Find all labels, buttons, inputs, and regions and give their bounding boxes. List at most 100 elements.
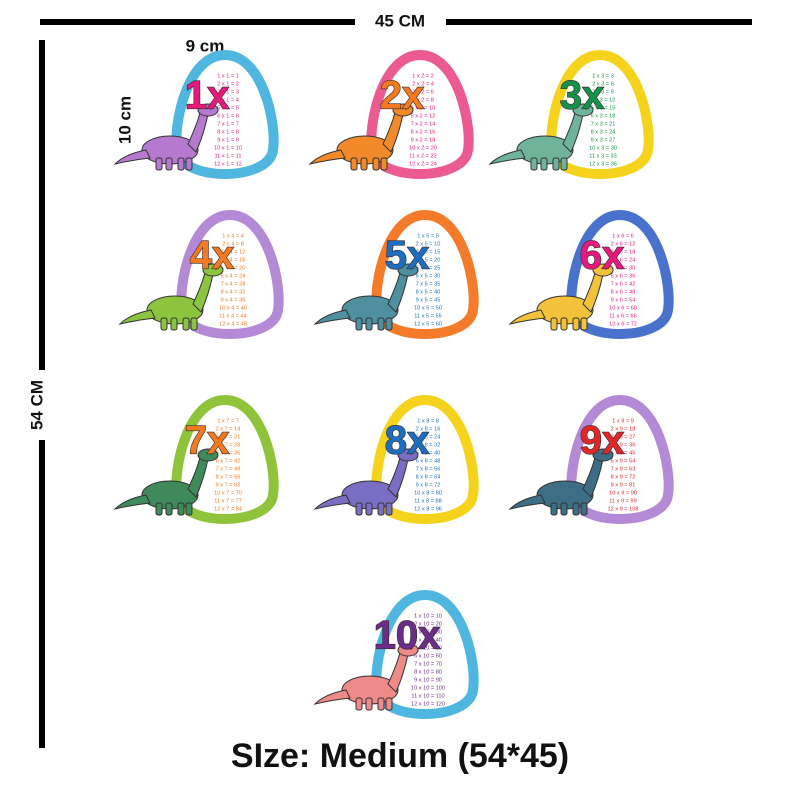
egg-inner: [183, 62, 267, 168]
dino-leg: [572, 317, 580, 331]
dino-tail: [113, 494, 151, 510]
dino-eye: [584, 106, 588, 110]
dino-tail: [118, 309, 156, 325]
egg-card: 1 x 4 = 4 2 x 4 = 8 3 x 4 = 12 4 x 4 = 16 5 …: [118, 209, 284, 339]
table-line: 8 x 4 = 32: [221, 289, 246, 295]
table-line: 5 x 4 = 20: [221, 265, 246, 271]
table-line: 9 x 5 = 45: [416, 297, 441, 303]
egg-shape: [366, 49, 474, 179]
table-line: 11 x 7 = 77: [214, 498, 241, 504]
table-line: 11 x 6 = 66: [609, 313, 636, 319]
table-line: 8 x 1 = 8: [217, 129, 239, 135]
table-line: 2 x 3 = 6: [592, 81, 614, 87]
table-line: 10 x 8 = 80: [414, 490, 442, 496]
caption: SIze: Medium (54*45): [231, 737, 569, 775]
dino-tail: [113, 149, 151, 165]
egg-inner: [578, 222, 662, 328]
table-line: 6 x 2 = 12: [411, 113, 436, 119]
egg-card: 1 x 2 = 2 2 x 2 = 4 3 x 2 = 6 4 x 2 = 8 5 x …: [308, 49, 474, 179]
table-line: 11 x 8 = 88: [414, 498, 441, 504]
table-line: 5 x 9 = 45: [611, 450, 636, 456]
dino-eye: [404, 106, 408, 110]
egg-label: 8x: [385, 419, 430, 463]
table-line: 3 x 10 = 30: [414, 629, 442, 635]
table-line: 2 x 6 = 12: [611, 241, 636, 247]
dino-tail: [313, 494, 351, 510]
table-line: 7 x 8 = 56: [416, 466, 441, 472]
table-line: 9 x 3 = 27: [591, 137, 616, 143]
table-line: 12 x 10 = 120: [411, 701, 445, 707]
egg-shape: [171, 49, 279, 179]
table-line: 12 x 7 = 84: [214, 506, 242, 512]
table-line: 10 x 2 = 20: [409, 145, 437, 151]
height-label: 54 CM: [27, 380, 46, 430]
table-line: 12 x 5 = 60: [414, 321, 442, 327]
table-line: 12 x 9 = 108: [608, 506, 639, 512]
table-line: 7 x 2 = 14: [411, 121, 436, 127]
table-line: 8 x 2 = 16: [411, 129, 436, 135]
egg-shape: [566, 394, 674, 524]
dino-tail: [313, 309, 351, 325]
egg-label: 2x: [380, 74, 425, 118]
table-line: 10 x 6 = 60: [609, 305, 637, 311]
dino-eye: [409, 646, 413, 650]
dino-leg: [540, 157, 548, 171]
egg-card: 1 x 7 = 7 2 x 7 = 14 3 x 7 = 21 4 x 7 = 28 5…: [113, 394, 279, 524]
table-line: 11 x 4 = 44: [219, 313, 246, 319]
table-line: 2 x 2 = 4: [412, 81, 434, 87]
table-line: 5 x 5 = 25: [416, 265, 441, 271]
table-line: 10 x 7 = 70: [214, 490, 242, 496]
table-line: 7 x 6 = 42: [611, 281, 636, 287]
table-line: 8 x 6 = 48: [611, 289, 636, 295]
table-line: 7 x 10 = 70: [414, 661, 442, 667]
table-line: 5 x 8 = 40: [416, 450, 441, 456]
table-line: 4 x 1 = 4: [217, 97, 239, 103]
table-line: 6 x 6 = 36: [611, 273, 636, 279]
dino-leg: [177, 502, 185, 516]
table-line: 3 x 5 = 15: [416, 249, 441, 255]
table-line: 12 x 2 = 24: [409, 161, 437, 167]
dino-leg: [160, 317, 168, 331]
dino-eye: [604, 266, 608, 270]
egg-inner: [378, 62, 462, 168]
table-line: 6 x 3 = 18: [591, 113, 616, 119]
table-line: 12 x 3 = 36: [589, 161, 617, 167]
table-line: 4 x 2 = 8: [412, 97, 434, 103]
width-label: 45 CM: [375, 11, 425, 30]
table-line: 2 x 7 = 14: [216, 426, 241, 432]
table-line: 3 x 7 = 21: [216, 434, 241, 440]
table-line: 7 x 1 = 7: [217, 121, 239, 127]
table-line: 4 x 4 = 16: [221, 257, 246, 263]
egg-shape: [371, 394, 479, 524]
table-line: 12 x 1 = 12: [214, 161, 242, 167]
table-line: 6 x 8 = 48: [416, 458, 441, 464]
egg-height-label: 10 cm: [115, 96, 134, 144]
dino-leg: [155, 502, 163, 516]
dino-head: [397, 263, 419, 277]
dino-leg: [530, 157, 538, 171]
dino-leg: [365, 502, 373, 516]
table-line: 11 x 1 = 11: [214, 153, 241, 159]
dino-leg: [580, 502, 588, 516]
dino-eye: [209, 106, 213, 110]
table-line: 1 x 2 = 2: [412, 73, 434, 79]
table-line: 1 x 3 = 3: [592, 73, 614, 79]
table-line: 5 x 2 = 10: [411, 105, 436, 111]
dino-leg: [155, 157, 163, 171]
table-line: 5 x 3 = 15: [591, 105, 616, 111]
egg-shape: [546, 49, 654, 179]
table-line: 5 x 6 = 30: [611, 265, 636, 271]
table-line: 6 x 4 = 24: [221, 273, 246, 279]
dino-leg: [360, 157, 368, 171]
table-line: 10 x 3 = 30: [589, 145, 617, 151]
dino-head: [197, 448, 219, 462]
table-line: 11 x 3 = 33: [589, 153, 616, 159]
egg-inner: [383, 602, 467, 708]
egg-card: 1 x 9 = 9 2 x 9 = 18 3 x 9 = 27 4 x 9 = 36 5…: [508, 394, 674, 524]
dino-leg: [560, 157, 568, 171]
table-line: 12 x 8 = 96: [414, 506, 442, 512]
table-line: 5 x 10 = 50: [414, 645, 442, 651]
table-line: 8 x 10 = 80: [414, 669, 442, 675]
table-line: 9 x 10 = 90: [414, 677, 442, 683]
